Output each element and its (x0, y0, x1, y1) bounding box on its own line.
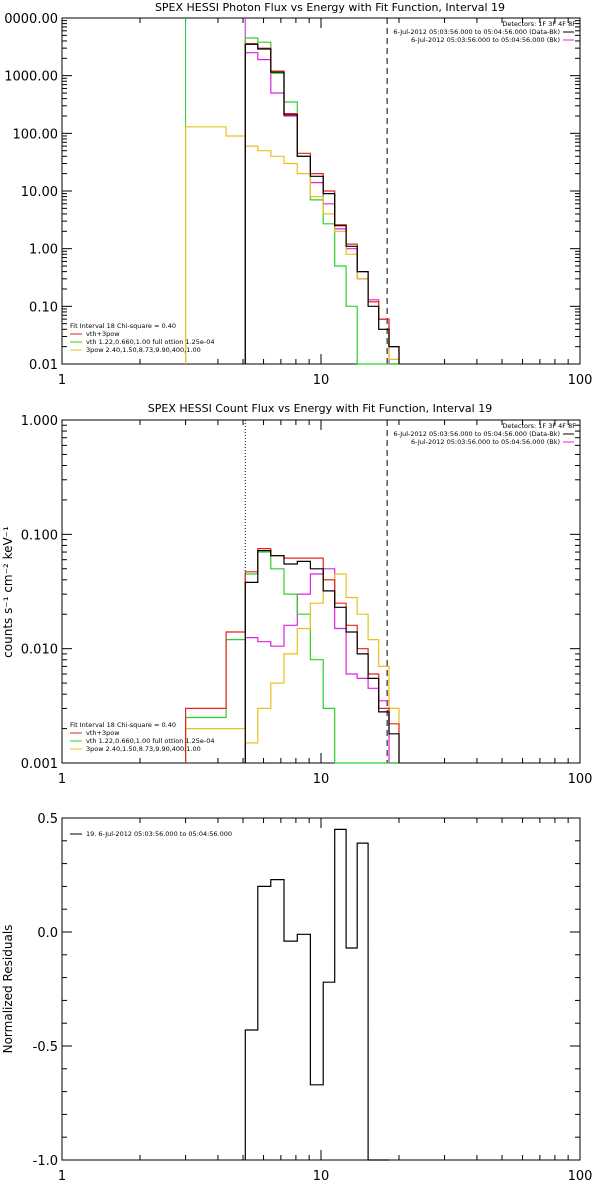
y-tick-label: 0.010 (21, 643, 58, 658)
panel1-plot: 1 10 100 0000.00 1000.00 100.00 10.00 1.00 0.10 0… (4, 12, 592, 388)
legend-header: Detectors: 1F 3F 4F 8F (502, 422, 576, 430)
x-tick-label: 1 (58, 1169, 66, 1184)
histogram-series (185, 573, 400, 763)
legend-entry: 19. 6-Jul-2012 05:03:56.000 to 05:04:56.… (86, 830, 232, 838)
y-tick-label: 0.10 (29, 300, 58, 315)
panel2-frame (61, 419, 581, 764)
y-tick-label: 0.001 (21, 757, 58, 772)
y-tick-label: 1000.00 (4, 70, 58, 85)
y-tick-label: -0.5 (33, 1040, 58, 1055)
histogram-series (244, 37, 399, 365)
panel1-title: SPEX HESSI Photon Flux vs Energy with Fi… (155, 1, 505, 14)
histogram-series (244, 52, 399, 365)
legend-entry: 6-Jul-2012 05:03:56.000 to 05:04:56.000 … (411, 36, 560, 44)
panel3-ylabel: Normalized Residuals (1, 925, 15, 1054)
histogram-series (244, 828, 389, 1161)
legend-entry: vth 1.22,0.660,1.00 full ottion 1.25e-04 (86, 338, 215, 346)
legend-entry: 6-Jul-2012 05:03:56.000 to 05:04:56.000 … (393, 430, 560, 438)
legend-entry: vth+3pow (86, 330, 120, 338)
panel3-plot: 1 10 100 0.5 0.0 -0.5 -1.0 19. 6-Jul-2012 05:03… (33, 812, 593, 1184)
histogram-series (244, 43, 400, 364)
y-tick-label: 1.00 (29, 243, 58, 258)
y-tick-label: 10.00 (21, 185, 58, 200)
x-tick-label: 100 (568, 373, 593, 388)
x-tick-label: 10 (313, 373, 330, 388)
panel-photon-flux: SPEX HESSI Photon Flux vs Energy with Fi… (4, 1, 592, 388)
y-tick-label: 0000.00 (4, 12, 58, 27)
histogram-series (244, 550, 400, 763)
x-tick-label: 1 (58, 373, 66, 388)
legend-header: Fit Interval 18 Chi-square = 0.40 (70, 322, 176, 330)
panel2-title: SPEX HESSI Count Flux vs Energy with Fit… (148, 402, 492, 415)
legend-entry: vth 1.22,0.660,1.00 full ottion 1.25e-04 (86, 737, 215, 745)
y-tick-label: 0.0 (37, 926, 58, 941)
legend-header: Fit Interval 18 Chi-square = 0.40 (70, 721, 176, 729)
panel3-frame (61, 817, 581, 1161)
x-tick-label: 10 (313, 1169, 330, 1184)
histogram-series (185, 551, 399, 764)
legend-entry: 3pow 2.40,1.50,8.73,9.90,400,1.00 (86, 745, 201, 753)
legend-entry: 6-Jul-2012 05:03:56.000 to 05:04:56.000 … (393, 28, 560, 36)
histogram-series (244, 568, 399, 764)
panel2-plot: 1 10 100 1.000 0.100 0.010 0.001 Detectors: 1F … (21, 414, 593, 787)
y-tick-label: 1.000 (21, 414, 58, 429)
y-tick-label: 0.01 (29, 358, 58, 373)
histogram-series (185, 126, 400, 364)
x-tick-label: 100 (568, 1169, 593, 1184)
histogram-series (185, 548, 400, 763)
y-tick-label: 0.5 (37, 812, 58, 827)
histogram-series (244, 43, 400, 364)
legend-entry: vth+3pow (86, 729, 120, 737)
panel1-frame (61, 17, 581, 365)
y-tick-label: 0.100 (21, 528, 58, 543)
legend-entry: 3pow 2.40,1.50,8.73,9.90,400,1.00 (86, 346, 201, 354)
panel2-ylabel: counts s⁻¹ cm⁻² keV⁻¹ (1, 526, 15, 658)
x-tick-label: 1 (58, 772, 66, 787)
panel-count-flux: SPEX HESSI Count Flux vs Energy with Fit… (1, 402, 592, 787)
legend-header: Detectors: 1F 3F 4F 8F (502, 20, 576, 28)
x-tick-label: 100 (568, 772, 593, 787)
legend-entry: 6-Jul-2012 05:03:56.000 to 05:04:56.000 … (411, 438, 560, 446)
panel-residuals: Normalized Residuals 1 10 100 0.5 0.0 -0.5 -1.… (1, 812, 592, 1184)
y-tick-label: -1.0 (33, 1154, 58, 1169)
y-tick-label: 100.00 (13, 127, 59, 142)
x-tick-label: 10 (313, 772, 330, 787)
